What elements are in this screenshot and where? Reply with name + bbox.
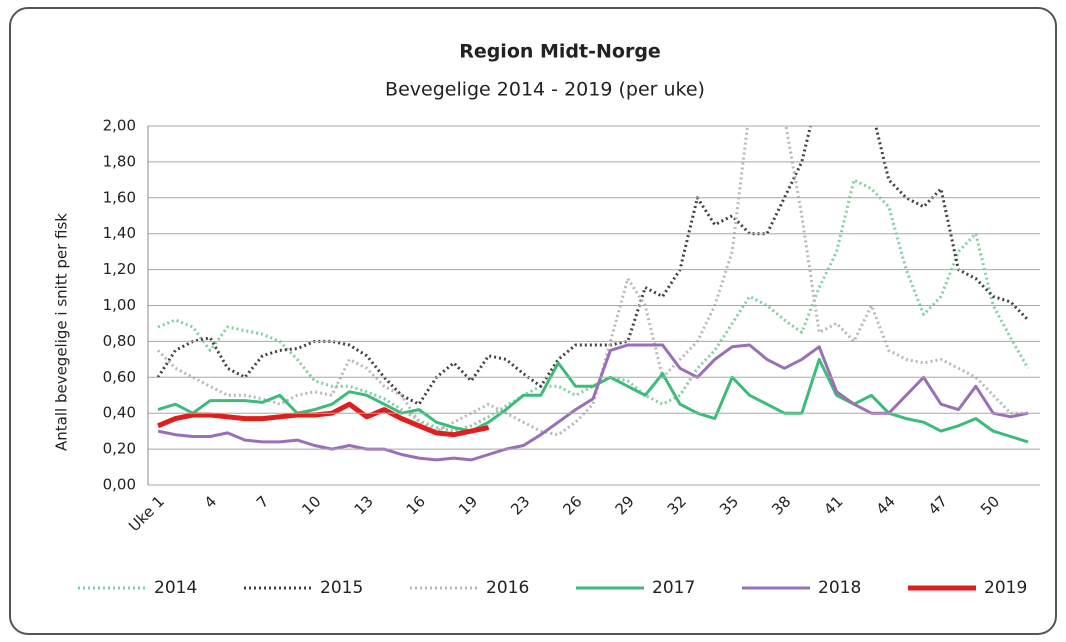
y-tick-label: 1,40 xyxy=(103,224,136,242)
series-line xyxy=(157,357,1029,444)
frame xyxy=(9,7,1057,635)
y-tick-label: 1,60 xyxy=(103,188,136,206)
y-tick-label: 0,40 xyxy=(103,404,136,422)
legend-label: 2015 xyxy=(320,578,363,598)
y-tick-label: 0,80 xyxy=(103,332,136,350)
series-line xyxy=(157,401,490,438)
y-tick-label: 0,60 xyxy=(103,368,136,386)
y-tick-label: 2,00 xyxy=(103,117,136,135)
y-tick-label: 1,00 xyxy=(103,296,136,314)
y-tick-label: 1,80 xyxy=(103,152,136,170)
y-tick-label: 1,20 xyxy=(103,260,136,278)
chart-title: Region Midt-Norge xyxy=(459,41,661,63)
legend-label: 2019 xyxy=(984,578,1027,598)
y-tick-label: 0,00 xyxy=(103,476,136,494)
legend-label: 2017 xyxy=(652,578,695,598)
legend-label: 2018 xyxy=(818,578,861,598)
y-tick-label: 0,20 xyxy=(103,440,136,458)
legend-label: 2014 xyxy=(154,578,197,598)
chart-subtitle: Bevegelige 2014 - 2019 (per uke) xyxy=(385,79,705,101)
legend-label: 2016 xyxy=(486,578,529,598)
y-axis-label: Antall bevegelige i snitt per fisk xyxy=(53,213,71,451)
